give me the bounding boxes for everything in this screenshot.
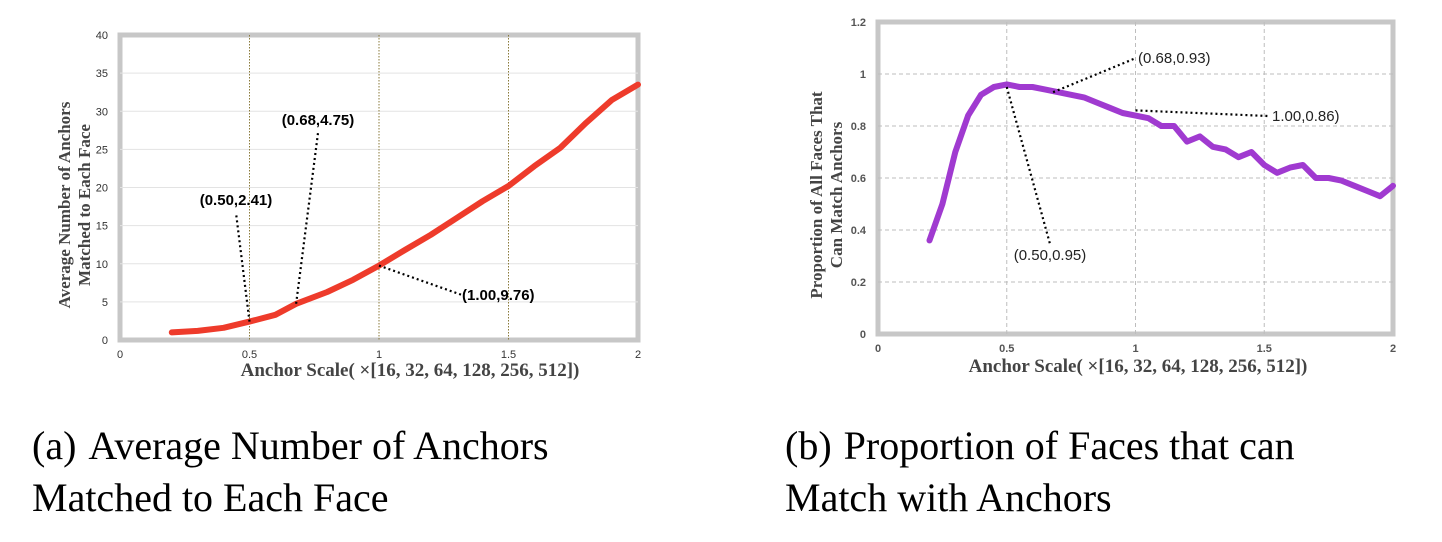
chart-b-ytick-label: 0 <box>860 329 866 341</box>
chart-b-ylabel-line1: Proportion of All Faces That <box>807 91 826 298</box>
chart-b-ytick-label: 1.2 <box>851 17 866 29</box>
chart-b-series-line <box>926 81 1396 244</box>
chart-b-annotation-leader <box>1135 109 1269 118</box>
chart-a-xtick-label: 0.5 <box>242 349 257 361</box>
chart-b-xtick-label: 1.5 <box>1257 343 1272 355</box>
chart-b-ytick-label: 0.8 <box>851 121 866 133</box>
chart-a-annotation-leader <box>378 264 463 297</box>
chart-b-annotation-leader <box>1005 86 1052 245</box>
chart-a-ylabel-line1: Average Number of Anchors <box>55 101 74 308</box>
caption-a: (a) Average Number of Anchors Matched to … <box>32 420 549 524</box>
chart-a-annotations: (0.50,2.41) (0.68,4.75) (1.00,9.76) <box>200 112 535 322</box>
chart-a-ytick-label: 20 <box>96 183 108 195</box>
chart-a-ytick-label: 10 <box>96 259 108 271</box>
chart-a-ytick-label: 5 <box>102 297 108 309</box>
chart-a-ytick-label: 15 <box>96 221 108 233</box>
caption-a-line2: Matched to Each Face <box>32 475 389 520</box>
caption-a-line1: Average Number of Anchors <box>88 423 549 468</box>
chart-a-xtick-label: 1.5 <box>501 349 516 361</box>
chart-b-xtick-label: 0 <box>875 343 881 355</box>
chart-a-annotation-label: (0.50,2.41) <box>200 192 273 209</box>
chart-b-annotation-label: (0.68,0.93) <box>1138 50 1211 67</box>
chart-a-xtick-label: 1 <box>376 349 382 361</box>
chart-b-yticks: 0 0.2 0.4 0.6 0.8 1 1.2 <box>851 17 867 341</box>
chart-a-ylabel-line2: Matched to Each Face <box>75 124 94 286</box>
chart-b-ytick-label: 0.6 <box>851 173 866 185</box>
chart-a-ytick-label: 0 <box>102 335 108 347</box>
chart-b-annotation-leader <box>1052 56 1137 94</box>
chart-a-ytick-label: 25 <box>96 144 108 156</box>
chart-b-annotation-label: 1.00,0.86) <box>1272 108 1340 125</box>
chart-a-xtick-label: 2 <box>635 349 641 361</box>
chart-a-annotation-leader <box>295 132 320 304</box>
chart-b-xtick-label: 0.5 <box>999 343 1014 355</box>
chart-b-xtick-label: 1 <box>1132 343 1138 355</box>
chart-a-ytick-label: 40 <box>96 30 108 42</box>
chart-b-annotations: (0.68,0.93) 1.00,0.86) (0.50,0.95) <box>1005 50 1340 264</box>
chart-b-ylabel-line2: Can Match Anchors <box>827 121 846 268</box>
caption-b-tag: (b) <box>785 423 832 468</box>
chart-a-grid <box>120 72 638 303</box>
caption-b-line1: Proportion of Faces that can <box>843 423 1295 468</box>
chart-a-annotation-label: (1.00,9.76) <box>462 287 535 304</box>
chart-b-xlabel: Anchor Scale( ×[16, 32, 64, 128, 256, 51… <box>969 356 1308 377</box>
chart-b-ytick-label: 1 <box>860 69 866 81</box>
chart-a-xticks: 0 0.5 1 1.5 2 <box>117 349 641 361</box>
chart-b-ytick-label: 0.4 <box>851 225 867 237</box>
chart-b-ytick-label: 0.2 <box>851 277 866 289</box>
caption-b-line2: Match with Anchors <box>785 475 1112 520</box>
chart-a-ytick-label: 30 <box>96 106 108 118</box>
caption-a-tag: (a) <box>32 423 77 468</box>
chart-b: 0 0.2 0.4 0.6 0.8 1 1.2 0 0.5 1 1.5 2 (0.68,0.93) 1… <box>807 17 1396 377</box>
chart-a-annotation-leader <box>234 212 251 322</box>
chart-b-xticks: 0 0.5 1 1.5 2 <box>875 343 1396 355</box>
caption-b: (b) Proportion of Faces that can Match wi… <box>785 420 1295 524</box>
chart-a-annotation-label: (0.68,4.75) <box>282 112 355 129</box>
chart-b-annotation-label: (0.50,0.95) <box>1014 247 1087 264</box>
chart-a-ytick-label: 35 <box>96 68 108 80</box>
chart-a-xlabel: Anchor Scale( ×[16, 32, 64, 128, 256, 51… <box>241 360 580 381</box>
chart-a-xtick-label: 0 <box>117 349 123 361</box>
chart-a-yticks: 0 5 10 15 20 25 30 35 40 <box>96 30 108 347</box>
chart-b-xtick-label: 2 <box>1390 343 1396 355</box>
